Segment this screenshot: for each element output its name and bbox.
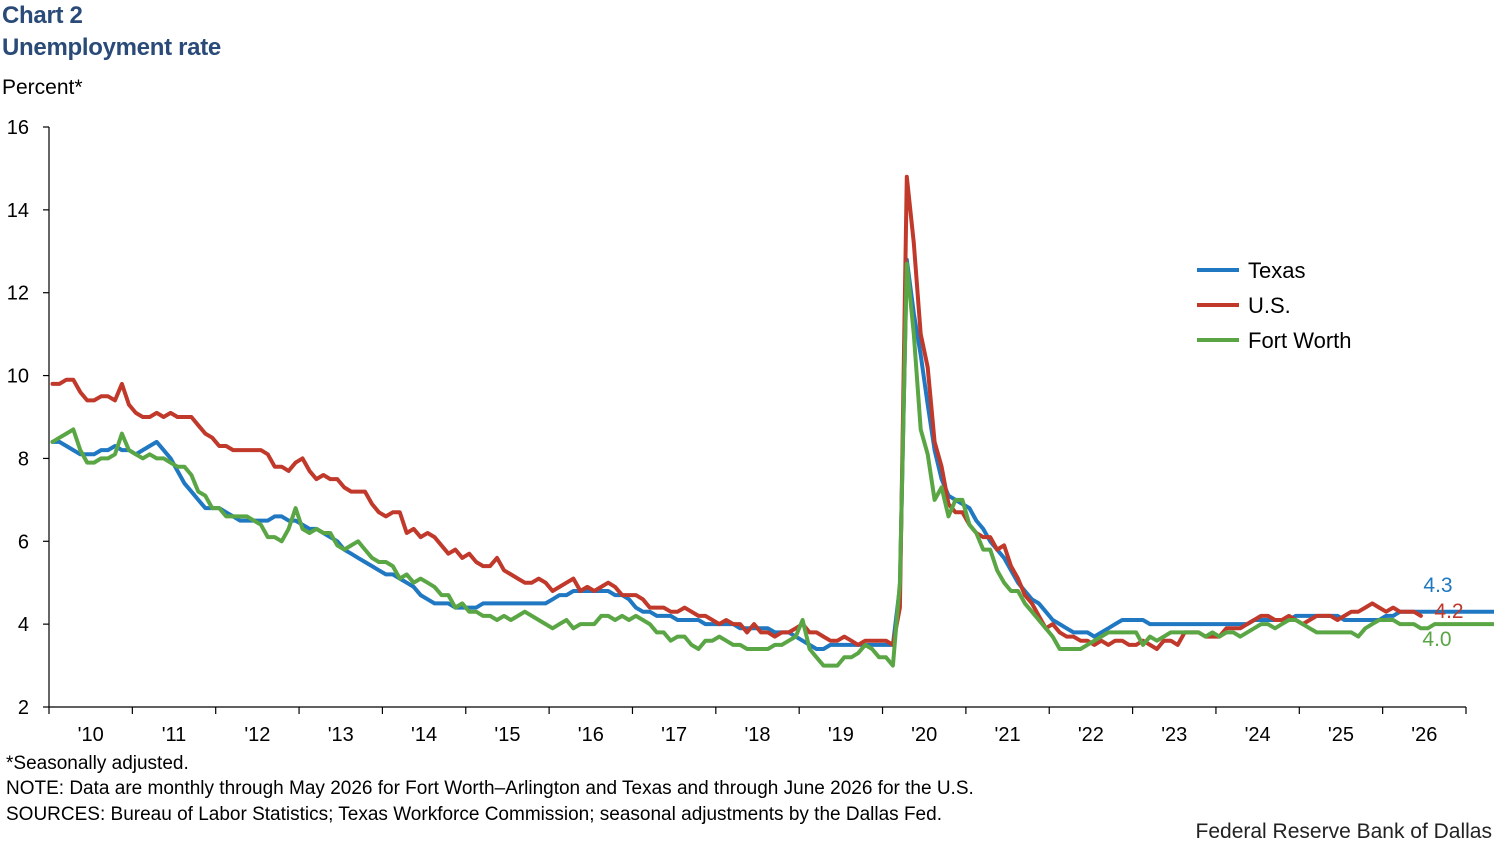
y-tick-label: 12 [7, 283, 29, 305]
y-tick-label: 6 [18, 531, 29, 553]
x-tick-label: '21 [995, 724, 1021, 746]
legend-label-u-s: U.S. [1248, 293, 1291, 318]
y-tick-label: 8 [18, 448, 29, 470]
x-tick-label: '23 [1161, 724, 1187, 746]
x-tick-label: '17 [661, 724, 687, 746]
x-tick-label: '20 [911, 724, 937, 746]
footnote-seasonal: *Seasonally adjusted. [6, 753, 189, 774]
x-tick-label: '13 [328, 724, 354, 746]
x-tick-label: '15 [494, 724, 520, 746]
chart-title: Unemployment rate [2, 34, 221, 61]
x-tick-label: '10 [78, 724, 104, 746]
series-line-u-s [50, 174, 1423, 651]
y-tick-label: 14 [7, 200, 29, 222]
y-axis-unit-label: Percent* [2, 76, 83, 99]
end-value-label-fort-worth: 4.0 [1422, 628, 1451, 651]
footnote-note: NOTE: Data are monthly through May 2026 … [6, 778, 974, 799]
legend-label-fort-worth: Fort Worth [1248, 328, 1352, 353]
end-value-label-u-s: 4.2 [1434, 600, 1463, 623]
x-tick-label: '16 [578, 724, 604, 746]
end-value-label-texas: 4.3 [1423, 574, 1452, 597]
x-tick-label: '14 [411, 724, 437, 746]
x-tick-label: '11 [162, 724, 187, 746]
x-tick-label: '19 [828, 724, 854, 746]
y-tick-label: 2 [18, 697, 29, 719]
x-tick-label: '26 [1411, 724, 1437, 746]
x-tick-label: '24 [1245, 724, 1271, 746]
y-tick-label: 4 [18, 614, 29, 636]
series-line-fort-worth [50, 261, 1494, 668]
y-tick-label: 10 [7, 366, 29, 388]
x-tick-label: '18 [744, 724, 770, 746]
legend-label-texas: Texas [1248, 258, 1305, 283]
footnote-sources: SOURCES: Bureau of Labor Statistics; Tex… [6, 804, 942, 825]
x-tick-label: '25 [1328, 724, 1354, 746]
x-tick-label: '12 [244, 724, 270, 746]
chart-number: Chart 2 [2, 2, 83, 29]
x-tick-label: '22 [1078, 724, 1104, 746]
brand-credit: Federal Reserve Bank of Dallas [1195, 820, 1492, 843]
y-tick-label: 16 [7, 117, 29, 139]
